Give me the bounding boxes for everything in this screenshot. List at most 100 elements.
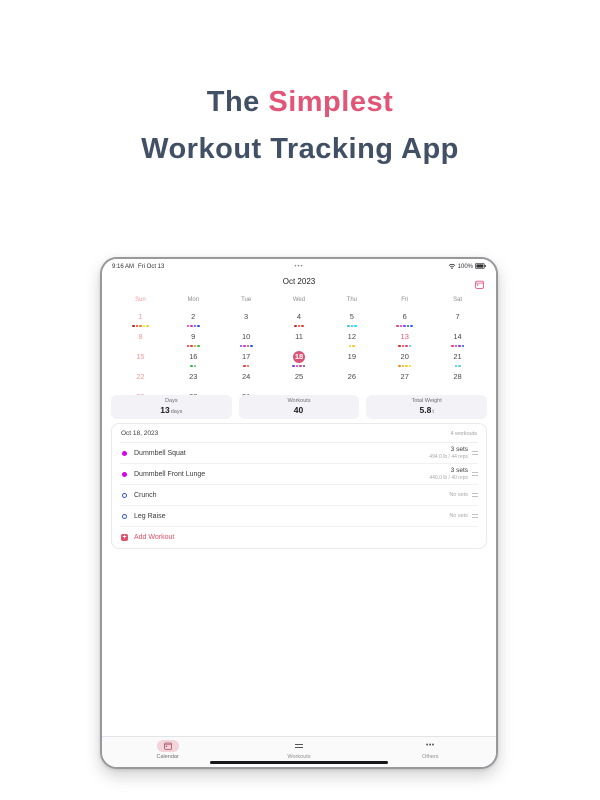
calendar-day-5[interactable]: 5 — [325, 306, 378, 328]
stat-label: Days — [165, 398, 178, 404]
calendar-day-27[interactable]: 27 — [378, 366, 431, 386]
day-dots — [167, 324, 220, 328]
tab-others[interactable]: ••• Others — [400, 737, 460, 767]
calendar-day-18[interactable]: 18 — [273, 346, 326, 368]
tab-workouts[interactable]: Workouts — [269, 737, 329, 767]
reorder-handle-icon[interactable] — [472, 451, 478, 455]
reorder-handle-icon[interactable] — [472, 514, 478, 518]
status-right: 100% — [448, 262, 486, 271]
day-number: 26 — [347, 372, 357, 381]
workout-dot — [399, 324, 403, 328]
day-dots — [167, 364, 220, 368]
day-dots — [273, 324, 326, 328]
calendar-day-7[interactable]: 7 — [431, 306, 484, 326]
calendar-day-4[interactable]: 4 — [273, 306, 326, 328]
calendar-day-13[interactable]: 13 — [378, 326, 431, 348]
workout-dot — [401, 344, 405, 348]
calendar-day-17[interactable]: 17 — [220, 346, 273, 368]
day-number: 18 — [292, 351, 305, 363]
day-number: 9 — [191, 332, 196, 341]
stats-row: Days 13days Workouts 40 Total Weight 5.8… — [111, 395, 488, 419]
day-dots — [220, 364, 273, 368]
workout-dot — [186, 344, 190, 348]
workout-dot — [292, 364, 295, 368]
completed-marker-icon[interactable] — [122, 471, 127, 477]
day-dots — [378, 344, 431, 348]
completed-marker-icon[interactable] — [122, 450, 127, 456]
day-number: 4 — [296, 312, 302, 321]
calendar-day-21[interactable]: 21 — [431, 346, 484, 368]
day-number: 11 — [295, 332, 303, 341]
active-tab-pill — [156, 740, 179, 752]
home-indicator[interactable] — [210, 760, 388, 764]
tab-label: Workouts — [287, 754, 311, 760]
day-number: 10 — [241, 332, 251, 341]
workout-row[interactable]: Dummbell Front Lunge 3 sets 440.0 lb / 40 … — [120, 464, 478, 485]
day-number: 25 — [294, 372, 304, 381]
tab-calendar[interactable]: Calendar — [138, 737, 198, 767]
calendar-day-26[interactable]: 26 — [325, 366, 378, 386]
workout-dot — [451, 344, 454, 348]
add-workout-button[interactable]: + Add Workout — [120, 527, 478, 548]
stat-card-total-weight: Total Weight 5.8t — [366, 395, 488, 419]
calendar-day-15[interactable]: 15 — [114, 346, 167, 366]
workout-dot — [408, 364, 412, 368]
workout-dot — [190, 364, 193, 368]
workout-name: Leg Raise — [134, 512, 166, 520]
stat-value: 5.8t — [419, 405, 434, 415]
calendar-day-3[interactable]: 3 — [220, 306, 273, 326]
day-number: 6 — [402, 312, 407, 321]
weekday-label: Mon — [187, 297, 200, 303]
tablet-frame: 9:16 AM Fri Oct 13 ••• 100% Oct 2023 Sun… — [100, 257, 498, 769]
weekday-header: Sun Mon Tue Wed Thu Fri Sat — [114, 297, 484, 303]
calendar-day-20[interactable]: 20 — [378, 346, 431, 368]
calendar-day-9[interactable]: 9 — [167, 326, 220, 348]
workout-row[interactable]: Crunch No sets — [120, 485, 478, 506]
stat-card-workouts: Workouts 40 — [238, 395, 360, 419]
workout-dot — [250, 344, 253, 348]
day-number: 28 — [453, 372, 462, 381]
calendar-day-28[interactable]: 28 — [431, 366, 484, 386]
calendar-day-10[interactable]: 10 — [220, 326, 273, 348]
workout-row[interactable]: Leg Raise No sets — [120, 506, 478, 527]
calendar-day-22[interactable]: 22 — [114, 366, 167, 386]
sets-info: 3 sets 440.0 lb / 40 reps — [429, 467, 468, 481]
workout-dot — [405, 364, 408, 368]
day-number: 13 — [400, 332, 409, 341]
weekday-label: Thu — [346, 297, 358, 303]
calendar-day-16[interactable]: 16 — [167, 346, 220, 368]
workout-dot — [398, 364, 401, 368]
workout-dot — [132, 324, 135, 328]
workout-dot — [186, 324, 190, 328]
calendar-day-1[interactable]: 1 — [114, 306, 167, 328]
day-number: 5 — [349, 312, 354, 321]
day-dots — [114, 324, 167, 328]
workout-row[interactable]: Dummbell Squat 3 sets 494.0 lb / 44 reps — [120, 443, 478, 464]
day-number: 21 — [453, 352, 462, 361]
calendar-day-8[interactable]: 8 — [114, 326, 167, 346]
calendar-day-19[interactable]: 19 — [325, 346, 378, 366]
workout-dot — [295, 364, 299, 368]
calendar-day-24[interactable]: 24 — [220, 366, 273, 386]
incomplete-marker-icon[interactable] — [122, 513, 127, 519]
others-tab-icon: ••• — [425, 742, 435, 749]
workout-dot — [142, 324, 146, 328]
calendar-picker-icon[interactable] — [475, 276, 484, 294]
sets-info: No sets — [449, 513, 468, 519]
calendar-day-12[interactable]: 12 — [325, 326, 378, 348]
calendar-day-2[interactable]: 2 — [167, 306, 220, 328]
tab-label: Calendar — [156, 754, 179, 760]
calendar-day-11[interactable]: 11 — [273, 326, 326, 346]
calendar-day-14[interactable]: 14 — [431, 326, 484, 348]
calendar-day-6[interactable]: 6 — [378, 306, 431, 328]
reorder-handle-icon[interactable] — [472, 472, 478, 476]
stat-unit: days — [170, 409, 183, 415]
incomplete-marker-icon[interactable] — [122, 492, 127, 498]
calendar-day-25[interactable]: 25 — [273, 366, 326, 386]
day-number: 15 — [136, 352, 145, 361]
month-title: Oct 2023 — [282, 277, 316, 286]
calendar-day-23[interactable]: 23 — [167, 366, 220, 386]
reorder-handle-icon[interactable] — [472, 493, 478, 497]
workout-dot — [299, 364, 302, 368]
weekday-label: Sat — [453, 297, 463, 303]
